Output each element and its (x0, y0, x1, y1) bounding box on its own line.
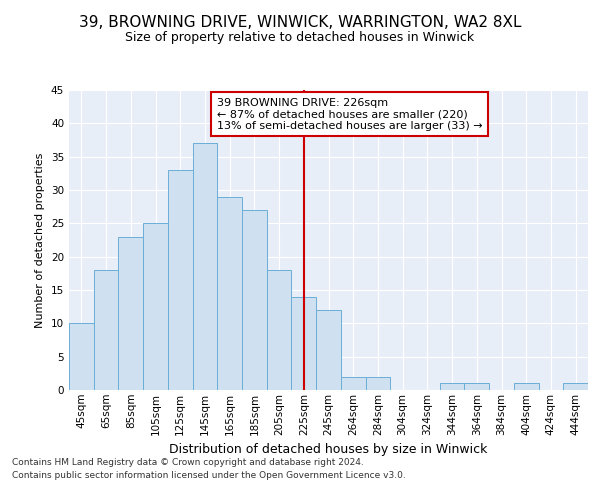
Bar (168, 170, 193, 390)
Bar (118, 236, 143, 390)
X-axis label: Distribution of detached houses by size in Winwick: Distribution of detached houses by size … (169, 443, 488, 456)
Text: 39 BROWNING DRIVE: 226sqm
← 87% of detached houses are smaller (220)
13% of semi: 39 BROWNING DRIVE: 226sqm ← 87% of detac… (217, 98, 482, 130)
Text: 39, BROWNING DRIVE, WINWICK, WARRINGTON, WA2 8XL: 39, BROWNING DRIVE, WINWICK, WARRINGTON,… (79, 15, 521, 30)
Bar (193, 144, 217, 390)
Bar (365, 376, 390, 390)
Bar (316, 310, 341, 390)
Text: Size of property relative to detached houses in Winwick: Size of property relative to detached ho… (125, 31, 475, 44)
Bar (267, 270, 292, 390)
Text: Contains HM Land Registry data © Crown copyright and database right 2024.: Contains HM Land Registry data © Crown c… (12, 458, 364, 467)
Bar (69, 324, 94, 390)
Bar (242, 210, 267, 390)
Bar (464, 384, 489, 390)
Bar (341, 376, 365, 390)
Bar (514, 384, 539, 390)
Bar (94, 270, 118, 390)
Bar (440, 384, 464, 390)
Bar (563, 384, 588, 390)
Y-axis label: Number of detached properties: Number of detached properties (35, 152, 46, 328)
Text: Contains public sector information licensed under the Open Government Licence v3: Contains public sector information licen… (12, 472, 406, 480)
Bar (217, 196, 242, 390)
Bar (143, 224, 168, 390)
Bar (292, 296, 316, 390)
